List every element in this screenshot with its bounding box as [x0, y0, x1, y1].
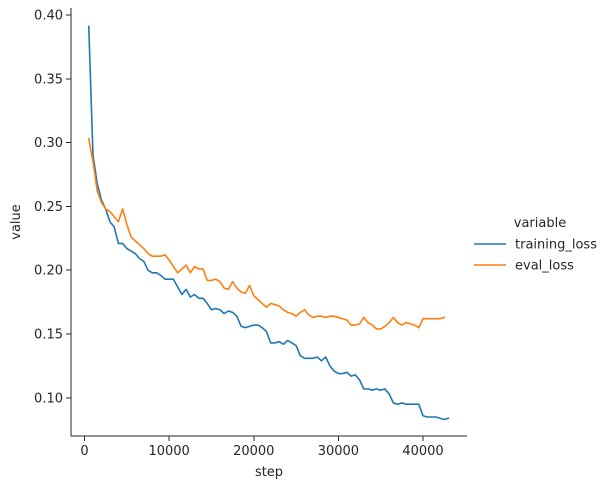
y-tick-label: 0.20: [34, 264, 63, 279]
x-tick-label: 20000: [233, 444, 274, 459]
x-tick-label: 30000: [318, 444, 359, 459]
y-tick-label: 0.30: [34, 136, 63, 151]
y-tick-label: 0.15: [34, 328, 63, 343]
x-axis-label: step: [255, 465, 283, 480]
y-tick-label: 0.35: [34, 72, 63, 87]
series-line-training-loss: [87, 25, 450, 421]
y-tick-label: 0.10: [34, 391, 63, 406]
y-tick-label: 0.40: [34, 9, 63, 24]
legend-label-training-loss: training_loss: [515, 238, 597, 253]
series-line-eval-loss: [87, 137, 446, 330]
legend-label-eval-loss: eval_loss: [515, 259, 574, 274]
legend-title: variable: [514, 216, 566, 231]
plot-area: [87, 25, 450, 421]
x-tick-label: 40000: [402, 444, 443, 459]
x-tick-label: 10000: [148, 444, 189, 459]
x-axis-ticks: 0 10000 20000 30000 40000: [80, 436, 444, 459]
x-tick-label: 0: [80, 444, 88, 459]
y-axis-ticks: 0.10 0.15 0.20 0.25 0.30 0.35 0.40: [34, 9, 71, 406]
y-tick-label: 0.25: [34, 200, 63, 215]
y-axis-label: value: [9, 204, 24, 240]
legend-items: training_loss eval_loss: [474, 238, 597, 274]
axes: 0 10000 20000 30000 40000 0.100.150.200.250.…: [9, 8, 467, 480]
legend: variable training_loss eval_loss: [474, 216, 597, 274]
